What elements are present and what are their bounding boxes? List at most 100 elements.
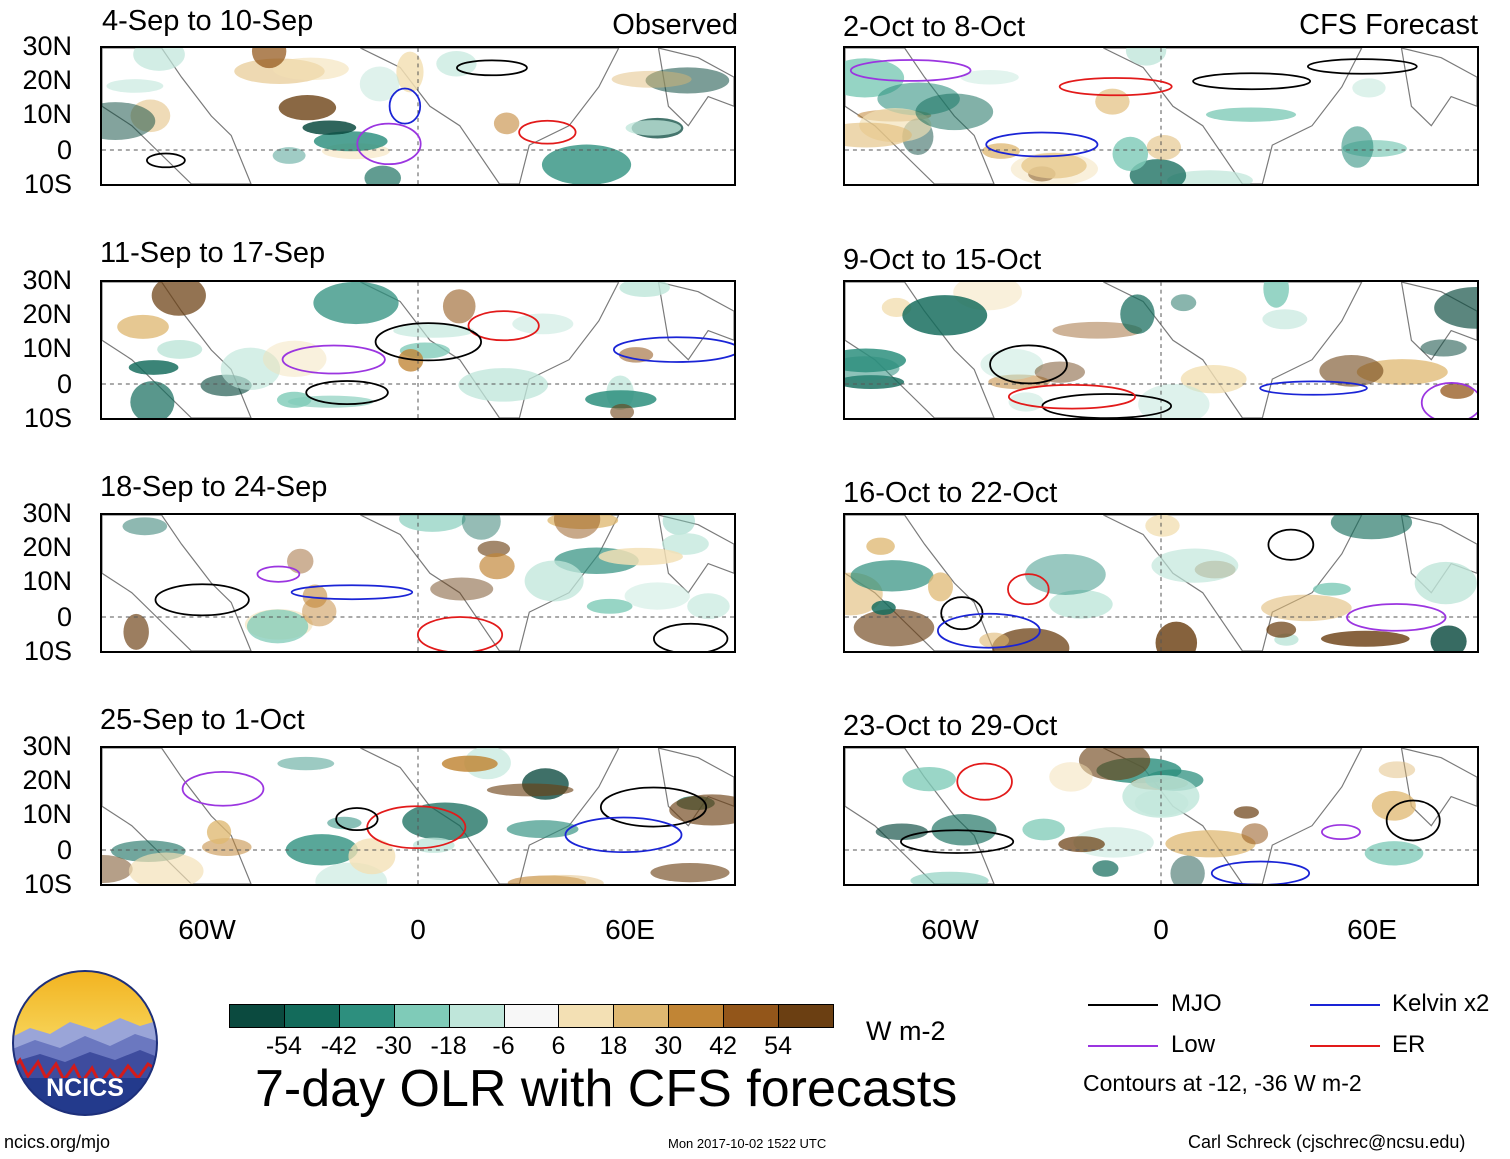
panel-title-left-2: 11-Sep to 17-Sep [100, 237, 326, 269]
olr-anomaly-blob [1261, 594, 1352, 622]
olr-anomaly-blob [122, 517, 168, 536]
olr-anomaly-blob [586, 598, 633, 614]
colorbar-tick-label: 6 [551, 1032, 566, 1060]
olr-anomaly-blob [1330, 515, 1413, 540]
colorbar-units: W m-2 [866, 1016, 946, 1046]
olr-panel-observed-4 [100, 746, 736, 886]
olr-anomaly-blob [521, 874, 604, 884]
olr-anomaly-blob [1092, 860, 1119, 877]
olr-anomaly-blob [845, 122, 912, 148]
olr-anomaly-blob [687, 593, 730, 620]
legend-kelvin-label: Kelvin x2 [1392, 990, 1490, 1017]
olr-anomaly-blob [1319, 355, 1384, 387]
olr-anomaly-blob [206, 820, 232, 845]
olr-anomaly-blob [436, 51, 477, 77]
olr-anomaly-blob [980, 348, 1044, 380]
olr-anomaly-blob [1022, 818, 1065, 841]
olr-anomaly-blob [479, 553, 515, 580]
olr-anomaly-blob [477, 540, 511, 558]
wave-contour [1041, 393, 1173, 418]
olr-anomaly-blob [157, 339, 203, 359]
olr-anomaly-blob [875, 823, 928, 840]
colorbar-swatch [393, 1004, 450, 1028]
olr-anomaly-blob [1206, 107, 1297, 122]
olr-anomaly-blob [106, 79, 164, 93]
olr-anomaly-blob [1170, 294, 1197, 312]
olr-anomaly-blob [251, 48, 287, 69]
coastline [360, 48, 620, 184]
wave-contour [146, 152, 186, 169]
olr-anomaly-blob [553, 515, 601, 539]
olr-anomaly-blob [610, 403, 635, 418]
lat-tick-0-row-1: 0 [56, 135, 72, 165]
olr-panel-forecast-2 [843, 280, 1479, 420]
observed-label: Observed [612, 9, 738, 41]
panel-title-left-4: 25-Sep to 1-Oct [100, 704, 305, 736]
coastline [657, 282, 734, 361]
footer-url: ncics.org/mjo [4, 1132, 111, 1152]
olr-anomaly-blob [1155, 621, 1198, 651]
legend-mjo-line [1088, 1004, 1158, 1006]
olr-anomaly-blob [541, 144, 632, 184]
olr-anomaly-blob [982, 143, 1020, 159]
wave-contour [900, 829, 1015, 854]
olr-anomaly-blob [220, 347, 281, 391]
olr-anomaly-blob [1430, 625, 1467, 651]
olr-anomaly-blob [850, 560, 934, 592]
olr-panel-observed-1 [100, 46, 736, 186]
olr-anomaly-blob [102, 102, 156, 140]
colorbar-tick-label: -42 [320, 1032, 357, 1060]
wave-contour [937, 612, 1041, 649]
wave-contour [281, 344, 386, 375]
wave-contour [940, 596, 984, 631]
olr-anomaly-blob [287, 548, 314, 574]
olr-anomaly-blob [412, 837, 455, 853]
olr-anomaly-blob [979, 632, 1010, 649]
olr-anomaly-blob [133, 48, 185, 71]
olr-anomaly-blob [1241, 823, 1269, 845]
wave-contour [1259, 380, 1368, 396]
olr-anomaly-blob [1170, 855, 1205, 884]
olr-anomaly-blob [1151, 548, 1239, 583]
coastline [102, 748, 252, 884]
olr-anomaly-blob [442, 289, 476, 324]
lat-tick-10n-row-2: 10N [22, 333, 72, 363]
olr-anomaly-blob [130, 381, 175, 418]
olr-anomaly-blob [1263, 282, 1289, 308]
colorbar-tick-label: -54 [265, 1032, 302, 1060]
olr-anomaly-blob [650, 863, 730, 883]
coastline [1103, 515, 1363, 651]
olr-anomaly-map [845, 515, 1477, 651]
wave-contour [290, 584, 414, 601]
lon-tick-0-left: 0 [410, 914, 426, 945]
colorbar-swatch [338, 1004, 395, 1028]
coastline [1103, 282, 1363, 418]
olr-anomaly-blob [1378, 761, 1416, 779]
wave-contour [374, 322, 482, 362]
olr-anomaly-blob [1112, 136, 1149, 171]
olr-anomaly-blob [1180, 365, 1247, 394]
coastline [360, 748, 620, 884]
olr-anomaly-blob [402, 802, 488, 841]
olr-anomaly-blob [611, 70, 692, 88]
ncics-logo: NCICS [10, 968, 160, 1118]
wave-contour [335, 807, 379, 832]
olr-anomaly-blob [1120, 294, 1155, 334]
olr-anomaly-blob [645, 67, 730, 94]
wave-contour [366, 805, 467, 850]
olr-anomaly-map [102, 515, 734, 651]
olr-anomaly-blob [461, 515, 501, 540]
olr-anomaly-blob [1320, 630, 1410, 647]
wave-contour [256, 565, 301, 583]
olr-anomaly-blob [1233, 806, 1259, 819]
panel-title-right-3: 16-Oct to 22-Oct [843, 477, 1058, 509]
olr-panel-observed-3 [100, 513, 736, 653]
olr-panel-observed-2 [100, 280, 736, 420]
main-title: 7-day OLR with CFS forecasts [255, 1060, 958, 1118]
olr-anomaly-blob [1010, 152, 1098, 184]
olr-anomaly-map [845, 748, 1477, 884]
lat-tick-30n-row-2: 30N [22, 265, 72, 295]
wave-contour [564, 816, 683, 854]
coastline [102, 515, 252, 651]
colorbar-tick-label: 54 [764, 1032, 792, 1060]
